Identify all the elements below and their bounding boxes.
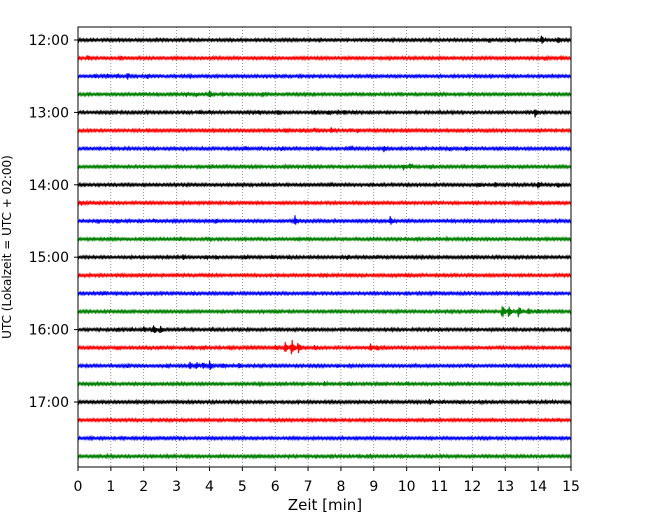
seismic-traces xyxy=(77,35,572,461)
x-tick-label: 4 xyxy=(205,479,214,495)
x-tick-label: 6 xyxy=(271,479,280,495)
trace-1345 xyxy=(77,162,572,171)
trace-1515 xyxy=(77,271,572,279)
x-tick-label: 9 xyxy=(369,479,378,495)
x-tick-label: 12 xyxy=(463,479,481,495)
trace-1430 xyxy=(77,215,572,225)
y-axis-ticks: 12:00 13:00 14:00 15:00 16:00 17:00 xyxy=(29,33,78,411)
trace-1500 xyxy=(77,253,572,261)
trace-1215 xyxy=(77,54,572,62)
x-tick-label: 15 xyxy=(562,479,580,495)
vertical-grid-lines xyxy=(110,27,539,467)
y-tick-label: 16:00 xyxy=(29,323,69,339)
y-tick-label: 17:00 xyxy=(29,395,69,411)
trace-1715 xyxy=(77,416,572,424)
trace-1615 xyxy=(77,339,572,355)
plot-frame xyxy=(77,26,572,468)
x-tick-label: 5 xyxy=(238,479,247,495)
trace-1300 xyxy=(77,108,572,118)
trace-1645 xyxy=(77,380,572,388)
x-tick-label: 0 xyxy=(74,479,83,495)
x-tick-label: 11 xyxy=(431,479,449,495)
x-axis-label: Zeit [min] xyxy=(288,496,362,514)
y-tick-label: 14:00 xyxy=(29,178,69,194)
y-tick-label: 15:00 xyxy=(29,250,69,266)
y-tick-label: 12:00 xyxy=(29,33,69,49)
trace-1400 xyxy=(77,181,572,189)
trace-1745 xyxy=(77,452,572,461)
x-tick-label: 10 xyxy=(398,479,416,495)
trace-1630 xyxy=(77,360,572,370)
trace-1700 xyxy=(77,398,572,406)
y-axis-label: UTC (Lokalzeit = UTC + 02:00) xyxy=(0,155,14,339)
trace-1530 xyxy=(77,289,572,298)
trace-1445 xyxy=(77,235,572,243)
trace-1730 xyxy=(77,434,572,442)
x-tick-label: 3 xyxy=(172,479,181,495)
trace-1315 xyxy=(77,127,572,134)
y-tick-label: 13:00 xyxy=(29,105,69,121)
x-tick-label: 8 xyxy=(336,479,345,495)
x-tick-label: 1 xyxy=(106,479,115,495)
trace-1200 xyxy=(77,35,572,44)
trace-1245 xyxy=(77,90,572,98)
x-axis-ticks: 0 1 2 3 4 5 6 7 8 9 10 11 12 13 14 15 xyxy=(74,467,580,495)
trace-1415 xyxy=(77,199,572,207)
x-tick-label: 7 xyxy=(304,479,313,495)
trace-1230 xyxy=(77,72,572,80)
x-tick-label: 13 xyxy=(496,479,514,495)
trace-1600 xyxy=(77,325,572,334)
trace-1545 xyxy=(77,306,572,318)
x-tick-label: 14 xyxy=(529,479,547,495)
trace-1330 xyxy=(77,144,572,153)
x-tick-label: 2 xyxy=(139,479,148,495)
